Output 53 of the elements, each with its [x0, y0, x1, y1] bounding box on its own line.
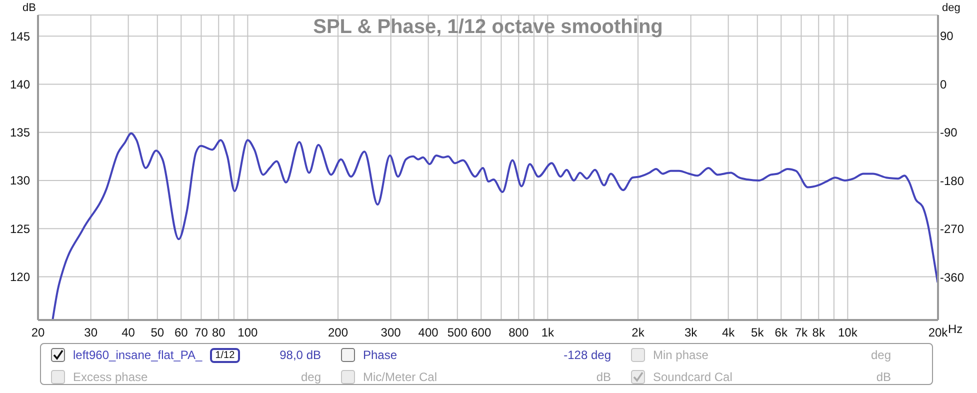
x-tick-label: 20: [31, 326, 45, 340]
chart-title: SPL & Phase, 1/12 octave smoothing: [312, 16, 664, 39]
x-tick-label: 70: [194, 326, 208, 340]
y2-tick-label: 90: [940, 29, 954, 44]
x-tick-label: 60: [174, 326, 188, 340]
text: -128 deg: [564, 348, 611, 362]
x-tick-label: 30: [84, 326, 98, 340]
y-tick-label: 140: [10, 78, 30, 92]
text: Soundcard Cal: [653, 370, 732, 384]
text: deg: [300, 370, 321, 384]
x-tick-label: 600: [471, 326, 492, 340]
text: deg: [870, 348, 891, 362]
x-tick-label: 3k: [684, 326, 698, 340]
y-tick-label: 145: [10, 29, 30, 44]
x-tick-label: 2k: [632, 326, 646, 340]
x-tick-label: 20k: [928, 326, 949, 340]
text: Mic/Meter Cal: [363, 370, 438, 384]
x-axis-title: Hz: [948, 322, 963, 336]
y2-tick-label: -360: [940, 270, 964, 284]
y2-tick-label: -180: [940, 174, 964, 188]
text: dB: [876, 370, 891, 384]
x-tick-label: 40: [122, 326, 136, 340]
x-tick-label: 100: [238, 326, 258, 340]
y-tick-label: 120: [10, 270, 30, 284]
x-tick-label: 300: [380, 326, 402, 340]
smoothing-icon: 1/12: [210, 348, 240, 362]
text: Min phase: [653, 348, 708, 362]
text: 98,0 dB: [280, 348, 321, 362]
x-tick-label: 8k: [812, 326, 826, 340]
x-tick-label: 50: [150, 326, 164, 340]
x-tick-label: 6k: [774, 326, 788, 340]
text: dB: [596, 370, 611, 384]
x-tick-label: 7k: [794, 326, 809, 340]
y-tick-label: 135: [10, 126, 30, 140]
x-tick-label: 200: [328, 326, 348, 340]
text: Phase: [363, 348, 398, 362]
text: left960_insane_flat_PA_: [73, 348, 202, 362]
x-tick-label: 500: [447, 326, 468, 340]
y2-tick-label: 0: [940, 77, 947, 92]
x-tick-label: 800: [508, 326, 529, 340]
y-tick-label: 130: [10, 174, 30, 188]
y-axis-title: dB: [22, 2, 36, 14]
y2-axis-title: deg: [942, 2, 960, 14]
x-tick-label: 80: [212, 326, 226, 340]
y-tick-label: 125: [10, 222, 30, 236]
x-tick-label: 5k: [751, 326, 765, 340]
y2-tick-label: -270: [940, 222, 964, 236]
text: Excess phase: [73, 370, 148, 384]
x-tick-label: 400: [418, 326, 439, 340]
x-tick-label: 10k: [838, 326, 858, 340]
y2-tick-label: -90: [940, 126, 958, 140]
x-tick-label: 1k: [541, 326, 556, 340]
x-tick-label: 4k: [722, 326, 736, 340]
